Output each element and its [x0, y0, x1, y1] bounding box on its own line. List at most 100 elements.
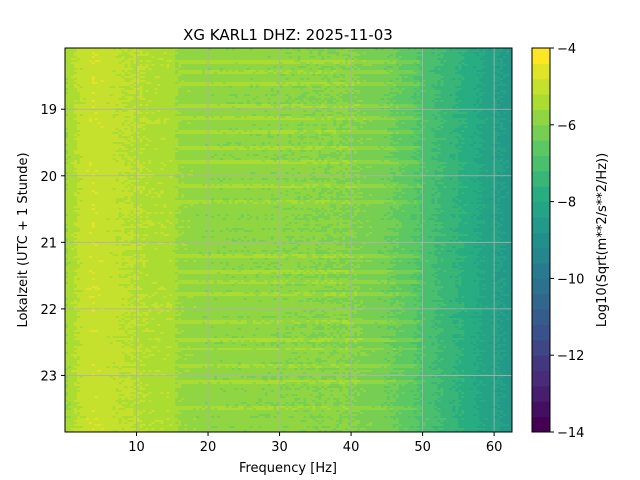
- heatmap-cell: [315, 54, 319, 57]
- heatmap-cell: [327, 52, 331, 55]
- heatmap-cell: [216, 64, 221, 67]
- heatmap-cell: [309, 60, 313, 63]
- heatmap-cell: [386, 82, 391, 85]
- heatmap-cell: [202, 74, 206, 77]
- heatmap-cell: [410, 76, 415, 79]
- heatmap-cell: [160, 52, 164, 55]
- heatmap-cell: [139, 62, 143, 65]
- heatmap-cell: [91, 54, 96, 57]
- heatmap-cell: [291, 76, 295, 79]
- heatmap-cell: [231, 78, 236, 81]
- heatmap-cell: [279, 60, 283, 63]
- heatmap-cell: [121, 72, 125, 75]
- heatmap-cell: [94, 72, 99, 75]
- heatmap-cell: [476, 48, 480, 51]
- heatmap-cell: [494, 80, 498, 83]
- heatmap-cell: [85, 68, 90, 71]
- heatmap-cell: [500, 66, 504, 69]
- heatmap-cell: [70, 54, 75, 57]
- heatmap-cell: [94, 52, 99, 55]
- heatmap-cell: [243, 70, 248, 73]
- heatmap-cell: [330, 64, 334, 67]
- heatmap-cell: [482, 54, 486, 57]
- heatmap-cell: [109, 70, 114, 73]
- heatmap-cell: [258, 70, 263, 73]
- heatmap-cell: [228, 50, 233, 53]
- heatmap-cell: [181, 88, 185, 91]
- heatmap-cell: [494, 86, 498, 89]
- heatmap-cell: [73, 54, 78, 57]
- heatmap-cell: [142, 58, 146, 61]
- heatmap-cell: [187, 52, 191, 55]
- heatmap-cell: [261, 70, 266, 73]
- heatmap-cell: [181, 74, 185, 77]
- heatmap-cell: [270, 48, 274, 51]
- heatmap-cell: [237, 50, 242, 53]
- heatmap-cell: [139, 68, 143, 71]
- heatmap-cell: [333, 72, 337, 75]
- heatmap-cell: [371, 76, 376, 79]
- heatmap-cell: [273, 56, 277, 59]
- heatmap-cell: [94, 84, 99, 87]
- heatmap-cell: [312, 66, 316, 69]
- heatmap-cell: [315, 66, 319, 69]
- heatmap-cell: [127, 48, 131, 51]
- heatmap-cell: [249, 88, 254, 91]
- heatmap-cell: [354, 50, 358, 53]
- heatmap-cell: [395, 54, 400, 57]
- heatmap-cell: [458, 48, 462, 51]
- heatmap-cell: [324, 82, 328, 85]
- heatmap-cell: [178, 78, 182, 81]
- heatmap-cell: [249, 50, 254, 53]
- heatmap-cell: [398, 66, 403, 69]
- heatmap-cell: [65, 84, 69, 87]
- heatmap-cell: [139, 88, 143, 91]
- heatmap-cell: [410, 74, 415, 77]
- heatmap-cell: [82, 86, 87, 89]
- heatmap-cell: [109, 48, 114, 51]
- heatmap-cell: [273, 76, 277, 79]
- heatmap-cell: [327, 82, 331, 85]
- heatmap-cell: [440, 48, 444, 51]
- heatmap-cell: [491, 66, 495, 69]
- heatmap-cell: [297, 78, 301, 81]
- heatmap-cell: [392, 76, 397, 79]
- heatmap-cell: [288, 50, 292, 53]
- heatmap-cell: [464, 56, 468, 59]
- heatmap-cell: [133, 74, 137, 77]
- heatmap-cell: [464, 48, 468, 51]
- heatmap-cell: [160, 72, 164, 75]
- heatmap-cell: [294, 52, 298, 55]
- heatmap-cell: [88, 64, 93, 67]
- heatmap-cell: [363, 86, 367, 89]
- heatmap-cell: [446, 84, 450, 87]
- heatmap-cell: [464, 58, 468, 61]
- heatmap-cell: [333, 86, 337, 89]
- heatmap-cell: [449, 82, 453, 85]
- heatmap-cell: [509, 70, 513, 73]
- heatmap-cell: [127, 54, 131, 57]
- heatmap-cell: [225, 66, 230, 69]
- heatmap-cell: [211, 50, 215, 53]
- heatmap-cell: [222, 88, 227, 91]
- heatmap-cell: [363, 62, 367, 65]
- heatmap-cell: [309, 70, 313, 73]
- heatmap-cell: [336, 82, 340, 85]
- heatmap-cell: [357, 58, 361, 61]
- heatmap-cell: [100, 78, 105, 81]
- heatmap-cell: [169, 74, 173, 77]
- heatmap-cell: [100, 80, 105, 83]
- heatmap-cell: [67, 72, 72, 75]
- heatmap-cell: [449, 78, 453, 81]
- heatmap-cell: [407, 56, 412, 59]
- heatmap-cell: [258, 72, 263, 75]
- heatmap-cell: [506, 52, 510, 55]
- heatmap-cell: [500, 60, 504, 63]
- heatmap-cell: [440, 68, 444, 71]
- heatmap-cell: [324, 76, 328, 79]
- heatmap-cell: [160, 66, 164, 69]
- heatmap-cell: [234, 62, 239, 65]
- heatmap-cell: [267, 72, 272, 75]
- heatmap-cell: [166, 72, 170, 75]
- heatmap-cell: [139, 60, 143, 63]
